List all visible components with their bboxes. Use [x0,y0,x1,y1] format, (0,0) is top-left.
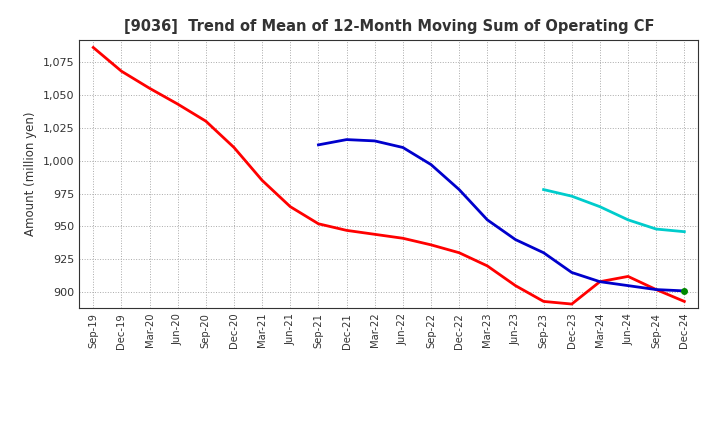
Title: [9036]  Trend of Mean of 12-Month Moving Sum of Operating CF: [9036] Trend of Mean of 12-Month Moving … [124,19,654,34]
Y-axis label: Amount (million yen): Amount (million yen) [24,112,37,236]
